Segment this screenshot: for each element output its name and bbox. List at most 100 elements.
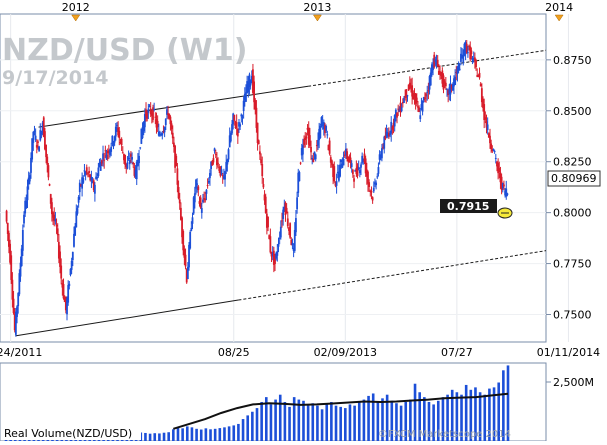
candle-body (125, 163, 128, 168)
candle-body (471, 57, 474, 61)
candle-body (341, 163, 344, 168)
candle-body (256, 122, 259, 143)
volume-bar (450, 389, 454, 441)
candle-body (491, 149, 494, 152)
candle-body (424, 97, 426, 99)
candle-body (291, 242, 294, 245)
candle-body (176, 168, 179, 185)
candle-body (377, 167, 380, 174)
candle-body (25, 200, 28, 208)
candle-body (202, 199, 204, 203)
volume-bar (367, 395, 370, 441)
price-axis: 0.8750 0.8500 0.8250 0.8000 0.7750 0.7500 (546, 54, 592, 321)
candle-body (398, 109, 401, 112)
candle-body (357, 167, 360, 169)
candle-body (408, 82, 411, 87)
channel-upper-dashed (308, 49, 546, 87)
candle-body (133, 167, 136, 176)
candle-body (23, 214, 25, 224)
candle-body (127, 158, 130, 160)
volume-bar (255, 408, 259, 441)
channel-lower-dashed (238, 250, 546, 301)
volume-bar (204, 428, 208, 441)
candle-body (192, 197, 195, 214)
volume-bar (371, 393, 375, 441)
candle-body (444, 82, 447, 87)
candle-body (236, 128, 239, 137)
channel-upper-solid (38, 85, 309, 128)
volume-bar (488, 388, 491, 441)
last-price-value: 0.80969 (551, 172, 597, 185)
candle-body (13, 313, 16, 331)
candle-body (384, 135, 387, 139)
candle-body (379, 155, 382, 157)
volume-bar (446, 394, 449, 441)
volume-bar (413, 383, 417, 441)
candle-body (392, 122, 395, 127)
candle-body (123, 153, 125, 161)
candle-body (166, 109, 168, 115)
candle-body (106, 150, 109, 154)
candle-body (439, 71, 441, 73)
candle-body (77, 196, 80, 203)
candle-body (44, 131, 46, 150)
candle-body (131, 157, 133, 160)
candle-body (169, 116, 172, 125)
candle-body (99, 161, 102, 171)
candle-body (298, 172, 301, 182)
price-tick-label: 0.7500 (553, 308, 592, 321)
candle-body (38, 146, 41, 152)
candle-body (157, 131, 160, 136)
alert-marker[interactable]: 0.7915 (440, 199, 513, 219)
candle-body (494, 157, 497, 159)
candle-body (271, 252, 274, 256)
candle-body (62, 284, 65, 299)
candle-body (434, 59, 437, 62)
candle-body (350, 163, 353, 167)
volume-bar (144, 432, 147, 441)
candle-body (333, 166, 336, 182)
candle-body (199, 197, 202, 208)
candle-body (446, 89, 448, 91)
candle-body (105, 154, 108, 160)
volume-bar (404, 402, 408, 441)
candle-body (411, 85, 414, 97)
candle-body (225, 162, 228, 172)
candle-body (332, 164, 335, 177)
candle-body (56, 228, 59, 236)
candle-body (126, 162, 129, 169)
date-tick-label: 08/25 (218, 346, 250, 359)
candle-body (476, 75, 479, 77)
volume-bar (153, 433, 157, 441)
date-tick-label: 01/11/2014 (537, 346, 600, 359)
candle-body (75, 211, 78, 228)
candle-body (213, 148, 216, 152)
volume-bar (260, 402, 263, 441)
candle-body (500, 176, 503, 190)
candle-body (278, 237, 281, 239)
volume-bar (432, 404, 435, 441)
candle-body (53, 214, 56, 221)
candle-body (89, 174, 92, 181)
price-tick-label: 0.8000 (553, 207, 592, 220)
candle-body (265, 213, 268, 228)
candle-body (130, 154, 132, 157)
candle-body (253, 81, 255, 103)
volume-bar (158, 433, 161, 441)
volume-bar (306, 404, 310, 441)
price-tick-label: 0.8750 (553, 54, 592, 67)
candle-body (455, 71, 458, 73)
candle-body (378, 154, 381, 160)
candle-body (116, 124, 118, 126)
candle-body (161, 133, 164, 136)
candle-body (348, 156, 351, 163)
candle-body (497, 162, 500, 174)
candle-body (436, 59, 439, 67)
volume-bar (185, 426, 189, 441)
candle-body (19, 262, 22, 277)
volume-bar (506, 365, 510, 441)
candle-body (468, 45, 470, 47)
candle-body (97, 167, 100, 177)
candle-body (303, 139, 305, 145)
candle-body (492, 148, 495, 151)
